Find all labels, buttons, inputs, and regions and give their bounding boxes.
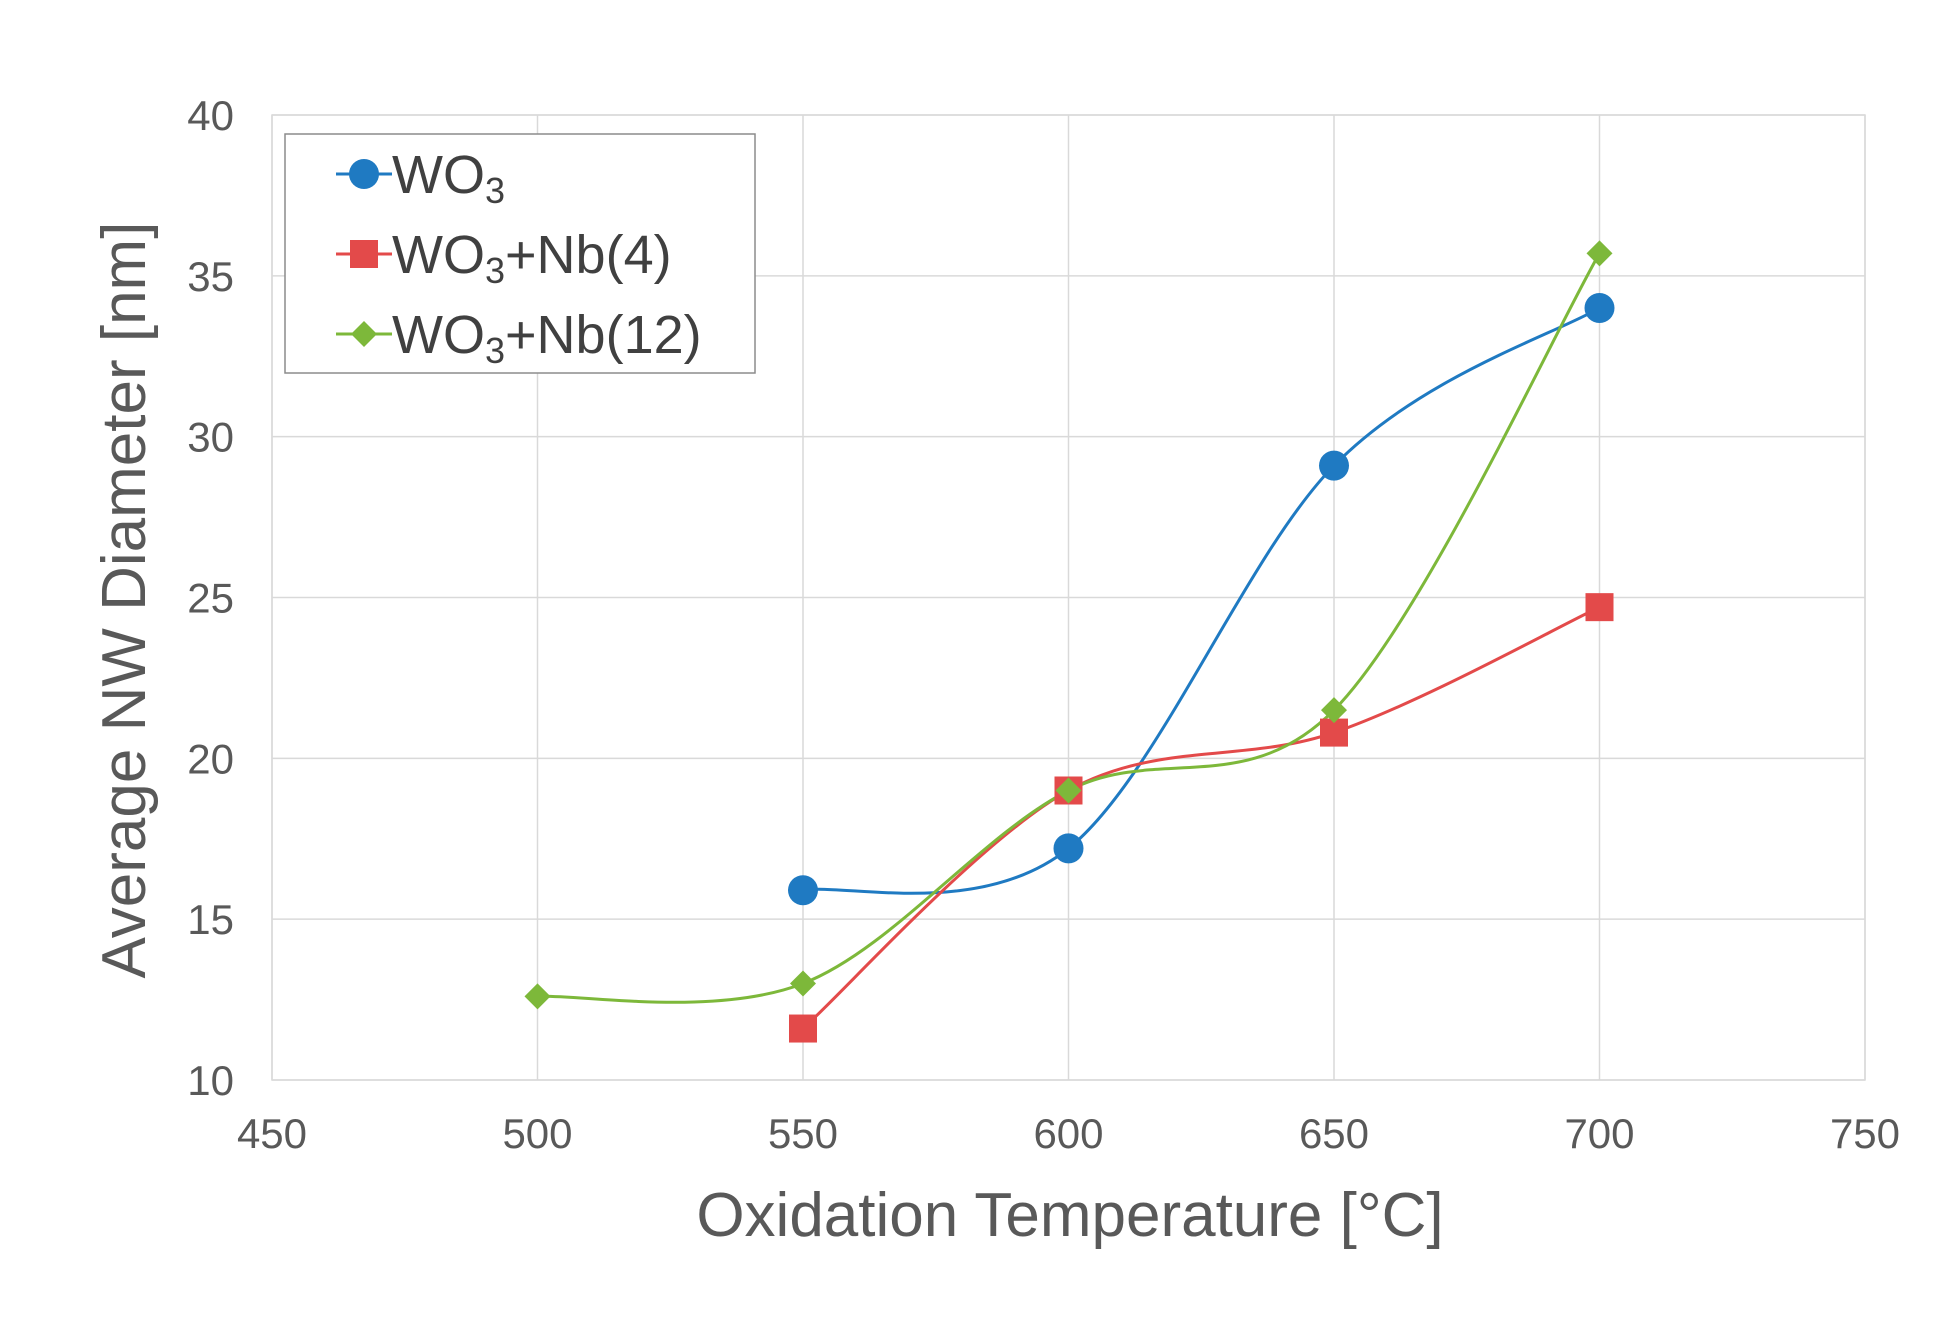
series-line-square	[801, 605, 1601, 1030]
data-point-circle	[788, 875, 818, 906]
y-tick-label: 30	[187, 414, 234, 461]
legend: WO3 WO3+Nb(4) WO3+Nb(12)	[284, 133, 756, 374]
x-tick-label: 700	[1564, 1110, 1634, 1157]
data-point-diamond	[1055, 777, 1082, 804]
y-tick-label: 25	[187, 575, 234, 622]
x-tick-label: 650	[1299, 1110, 1369, 1157]
y-tick-label: 15	[187, 896, 234, 943]
series-line-diamond	[537, 252, 1601, 1004]
y-tick-label: 10	[187, 1057, 234, 1104]
x-axis-title: Oxidation Temperature [°C]	[696, 1181, 1443, 1250]
data-point-circle	[1319, 450, 1349, 481]
y-tick-label: 35	[187, 253, 234, 300]
legend-label: WO3	[392, 145, 505, 211]
data-point-diamond	[1321, 697, 1347, 724]
series-markers	[524, 240, 1615, 1043]
data-point-circle	[1584, 293, 1615, 323]
y-tick-label: 20	[187, 735, 234, 782]
x-tick-label: 550	[768, 1110, 838, 1157]
x-tick-label: 450	[237, 1110, 307, 1157]
data-point-diamond	[1586, 240, 1613, 267]
y-axis-tick-labels: 10 15 20 25 30 35 40	[187, 92, 234, 1104]
y-axis-title: Average NW Diameter [nm]	[90, 222, 159, 979]
data-point-circle	[1053, 833, 1084, 864]
data-point-square	[1585, 593, 1614, 622]
data-point-square	[789, 1014, 817, 1043]
x-tick-label: 750	[1830, 1110, 1900, 1157]
x-tick-label: 600	[1033, 1110, 1103, 1157]
legend-marker-square	[350, 240, 378, 268]
x-axis-tick-labels: 450 500 550 600 650 700 750	[237, 1110, 1900, 1157]
legend-label: WO3+Nb(12)	[392, 305, 702, 371]
y-tick-label: 40	[187, 92, 234, 139]
data-point-diamond	[790, 970, 816, 997]
plot-area-frame	[271, 114, 1866, 1081]
legend-label: WO3+Nb(4)	[392, 225, 672, 291]
x-tick-label: 500	[502, 1110, 572, 1157]
data-point-square	[1320, 718, 1348, 747]
legend-marker-circle	[349, 159, 379, 189]
series-line-circle	[802, 306, 1601, 895]
legend-marker-diamond	[351, 321, 377, 347]
data-point-diamond	[524, 983, 551, 1010]
series-lines	[537, 252, 1601, 1030]
